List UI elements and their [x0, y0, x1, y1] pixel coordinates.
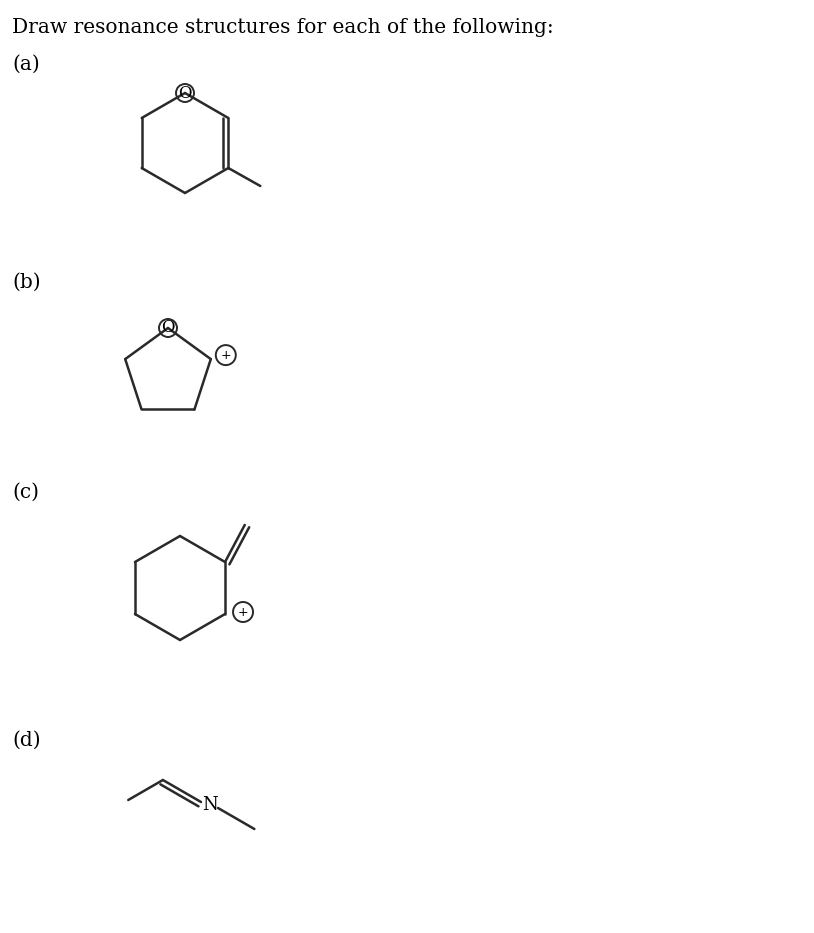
Text: (d): (d)	[12, 731, 41, 750]
Text: +: +	[238, 606, 248, 619]
Text: N: N	[202, 796, 218, 814]
Text: (a): (a)	[12, 55, 40, 74]
Text: (c): (c)	[12, 483, 39, 502]
Text: O: O	[161, 319, 175, 337]
Text: Draw resonance structures for each of the following:: Draw resonance structures for each of th…	[12, 18, 554, 37]
Text: (b): (b)	[12, 273, 41, 292]
Text: +: +	[221, 349, 231, 362]
Text: O: O	[178, 85, 192, 102]
